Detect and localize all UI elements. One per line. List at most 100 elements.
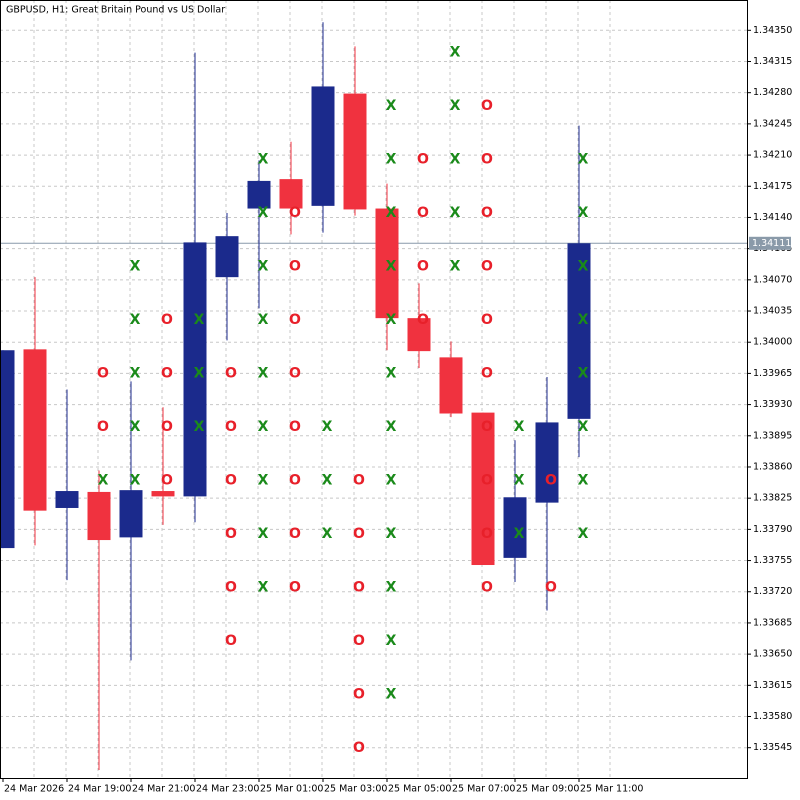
x-marker: X xyxy=(258,259,269,275)
candle-body xyxy=(535,422,559,503)
o-marker: O xyxy=(417,259,429,275)
o-marker: O xyxy=(353,633,365,649)
x-marker: X xyxy=(386,633,397,649)
y-tick-label: 1.33650 xyxy=(753,649,792,660)
candle-body xyxy=(87,491,111,541)
y-tick-label: 1.33930 xyxy=(753,399,792,410)
x-marker: X xyxy=(578,205,589,221)
plot-border xyxy=(0,0,748,779)
x-marker: X xyxy=(322,526,333,542)
x-marker: X xyxy=(258,205,269,221)
candle-body xyxy=(151,491,175,497)
y-tick-label: 1.33825 xyxy=(753,493,792,504)
grid xyxy=(0,0,747,778)
o-marker: O xyxy=(481,366,493,382)
candle-body xyxy=(55,491,79,508)
x-marker: X xyxy=(578,259,589,275)
candle-body xyxy=(215,236,239,278)
o-marker: O xyxy=(225,579,237,595)
x-marker: X xyxy=(386,526,397,542)
y-tick-label: 1.33965 xyxy=(753,368,792,379)
candle-body xyxy=(183,242,207,497)
x-marker: X xyxy=(194,366,205,382)
o-marker: O xyxy=(161,419,173,435)
o-marker: O xyxy=(353,740,365,756)
o-marker: O xyxy=(417,152,429,168)
o-marker: O xyxy=(225,472,237,488)
chart-title: GBPUSD, H1: Great Britain Pound vs US Do… xyxy=(6,5,225,16)
o-marker: O xyxy=(545,472,557,488)
x-marker: X xyxy=(130,366,141,382)
o-marker: O xyxy=(481,579,493,595)
y-tick-label: 1.34315 xyxy=(753,56,792,67)
x-marker: X xyxy=(450,205,461,221)
candle-body xyxy=(311,86,335,206)
x-marker: X xyxy=(98,472,109,488)
candle-body xyxy=(279,179,303,209)
o-marker: O xyxy=(289,366,301,382)
y-tick-label: 1.34210 xyxy=(753,150,792,161)
o-marker: O xyxy=(545,579,557,595)
o-marker: O xyxy=(225,419,237,435)
o-marker: O xyxy=(289,526,301,542)
x-tick-label: 25 Mar 07:00 xyxy=(452,784,515,795)
y-tick-label: 1.34245 xyxy=(753,118,792,129)
x-marker: X xyxy=(514,472,525,488)
y-tick-label: 1.33720 xyxy=(753,586,792,597)
x-tick-label: 25 Mar 11:00 xyxy=(580,784,643,795)
candle-body xyxy=(567,243,591,419)
x-marker: X xyxy=(578,526,589,542)
candle-body xyxy=(0,350,15,549)
x-marker: X xyxy=(578,472,589,488)
x-marker: X xyxy=(578,366,589,382)
o-marker: O xyxy=(289,205,301,221)
y-tick-label: 1.34070 xyxy=(753,274,792,285)
x-marker: X xyxy=(386,366,397,382)
y-tick-label: 1.33580 xyxy=(753,711,792,722)
x-marker: X xyxy=(514,526,525,542)
x-marker: X xyxy=(386,419,397,435)
y-tick-label: 1.34175 xyxy=(753,181,792,192)
axes: 24 Mar 2026 24 Mar 19:00 24 Mar 21:00 24 Ma… xyxy=(2,25,792,795)
x-marker: X xyxy=(130,472,141,488)
x-tick-label: 24 Mar 21:00 xyxy=(132,784,195,795)
x-marker: X xyxy=(450,98,461,114)
o-marker: O xyxy=(481,259,493,275)
y-tick-label: 1.33790 xyxy=(753,524,792,535)
candle-body xyxy=(23,349,47,511)
x-marker: X xyxy=(130,312,141,328)
o-marker: O xyxy=(417,312,429,328)
o-marker: O xyxy=(225,366,237,382)
y-tick-label: 1.34350 xyxy=(753,25,792,36)
x-marker: X xyxy=(386,205,397,221)
y-tick-label: 1.34035 xyxy=(753,306,792,317)
x-marker: X xyxy=(322,419,333,435)
o-marker: O xyxy=(225,526,237,542)
y-tick-label: 1.33755 xyxy=(753,555,792,566)
o-marker: O xyxy=(481,98,493,114)
x-tick-label: 25 Mar 01:00 xyxy=(260,784,323,795)
x-marker: X xyxy=(258,472,269,488)
candle-body xyxy=(471,412,495,566)
o-marker: O xyxy=(481,312,493,328)
o-marker: O xyxy=(353,472,365,488)
candle-body xyxy=(375,208,399,319)
candle-body xyxy=(407,318,431,352)
o-marker: O xyxy=(481,526,493,542)
o-marker: O xyxy=(417,205,429,221)
x-marker: X xyxy=(450,45,461,61)
o-marker: O xyxy=(481,152,493,168)
y-tick-label: 1.33685 xyxy=(753,617,792,628)
y-tick-label: 1.34140 xyxy=(753,212,792,223)
o-marker: O xyxy=(289,259,301,275)
x-marker: X xyxy=(386,312,397,328)
x-marker: X xyxy=(578,419,589,435)
x-marker: X xyxy=(386,579,397,595)
y-tick-label: 1.33615 xyxy=(753,680,792,691)
last-price-box xyxy=(749,236,791,250)
x-marker: X xyxy=(450,152,461,168)
x-marker: X xyxy=(386,98,397,114)
